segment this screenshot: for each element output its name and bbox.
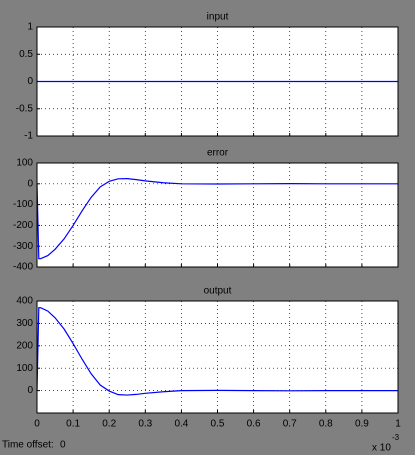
y-tick-label: 0 <box>27 178 33 189</box>
y-tick-label: -400 <box>13 262 33 273</box>
x-tick-label: 0.8 <box>319 419 333 430</box>
plot-border <box>36 162 399 268</box>
y-tick-label: 300 <box>16 318 33 329</box>
y-tick-label: -1 <box>24 131 33 142</box>
y-tick-label: 100 <box>16 158 33 169</box>
y-tick-label: 0 <box>27 385 33 396</box>
y-tick-label: 0 <box>27 76 33 87</box>
y-tick-label: 1 <box>27 22 33 33</box>
x-tick-label: 0.1 <box>66 419 80 430</box>
y-tick-label: 100 <box>16 363 33 374</box>
x-exponent: -3 <box>392 433 400 442</box>
x-tick-label: 0 <box>34 419 40 430</box>
y-tick-label: 400 <box>16 296 33 307</box>
x-tick-label: 0.5 <box>211 419 225 430</box>
series-line <box>36 307 398 396</box>
x-tick-label: 0.4 <box>174 419 188 430</box>
plot-title: input <box>207 12 229 23</box>
y-tick-label: 200 <box>16 340 33 351</box>
x-tick-label: 0.3 <box>138 419 152 430</box>
y-tick-label: 0.5 <box>19 49 33 60</box>
time-offset-label: Time offset: <box>2 440 54 451</box>
y-tick-label: -100 <box>13 199 33 210</box>
time-offset-value: 0 <box>60 440 66 451</box>
plot-border <box>36 300 399 414</box>
x-tick-label: 0.7 <box>283 419 297 430</box>
plot-title: error <box>207 148 229 159</box>
x-tick-label: 1 <box>395 419 401 430</box>
plot-border <box>36 26 399 137</box>
x-multiplier: x 10 <box>372 443 391 454</box>
x-tick-label: 0.2 <box>102 419 116 430</box>
plot-title: output <box>204 286 232 297</box>
y-tick-label: -200 <box>13 220 33 231</box>
x-tick-label: 0.9 <box>355 419 369 430</box>
y-tick-label: -300 <box>13 241 33 252</box>
series-line <box>36 177 398 260</box>
x-tick-label: 0.6 <box>247 419 261 430</box>
y-tick-label: -0.5 <box>16 103 34 114</box>
